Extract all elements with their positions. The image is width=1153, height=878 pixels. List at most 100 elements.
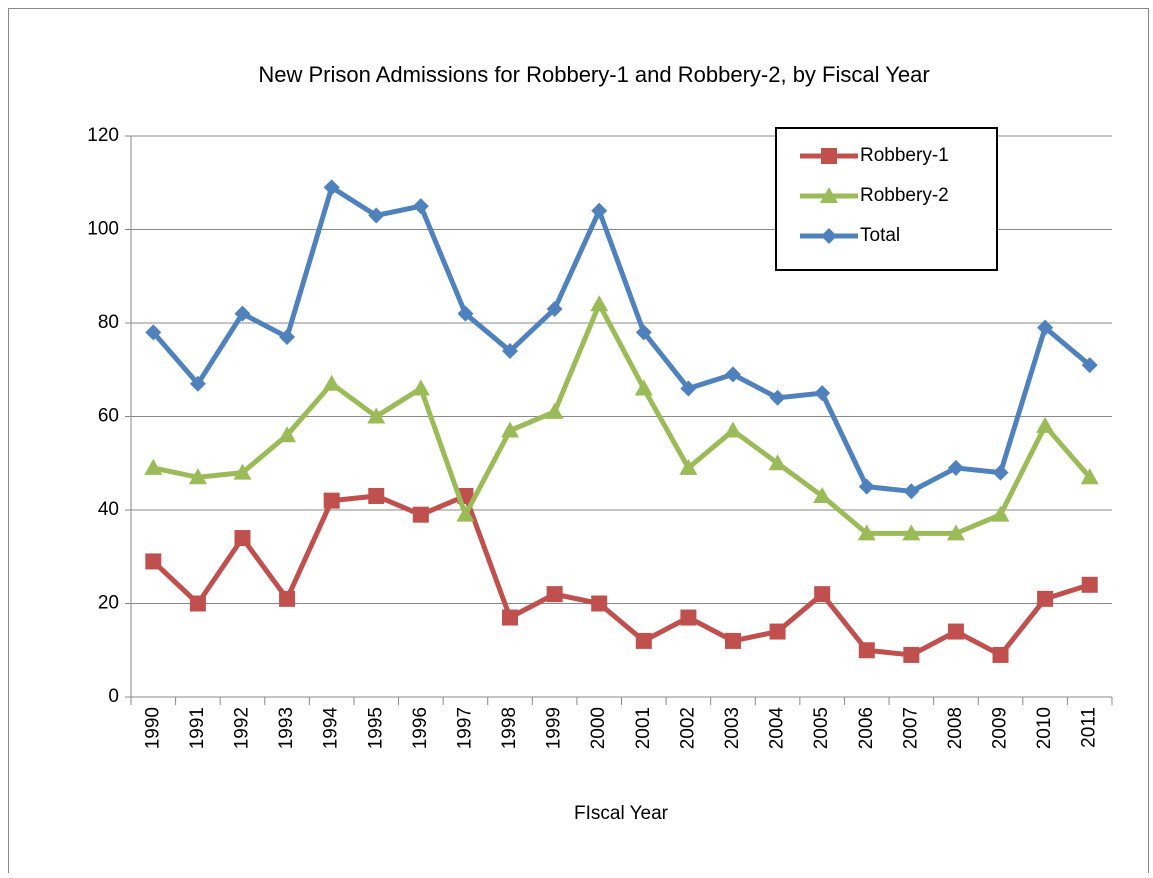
- data-point: [1081, 357, 1098, 374]
- data-point: [234, 530, 251, 547]
- data-point: [724, 632, 741, 649]
- chart-title: New Prison Admissions for Robbery-1 and …: [258, 62, 929, 87]
- data-point: [590, 295, 609, 312]
- data-point: [323, 492, 340, 509]
- data-point: [769, 623, 786, 640]
- data-point: [501, 421, 520, 438]
- legend-label: Total: [860, 225, 900, 246]
- y-tick-label: 100: [87, 219, 119, 240]
- data-point: [769, 389, 786, 406]
- data-point: [1037, 319, 1054, 336]
- data-point: [411, 379, 430, 396]
- data-point: [591, 595, 608, 612]
- x-tick-label: 2000: [588, 707, 609, 749]
- data-point: [903, 646, 920, 663]
- y-tick-label: 20: [98, 593, 119, 614]
- data-point: [1036, 416, 1055, 433]
- data-point: [813, 486, 832, 503]
- data-point: [322, 374, 341, 391]
- legend-marker: [821, 228, 837, 244]
- data-point: [279, 590, 296, 607]
- data-point: [724, 366, 741, 383]
- data-point: [145, 324, 162, 341]
- data-point: [456, 505, 475, 522]
- data-point: [768, 454, 787, 471]
- data-point: [903, 483, 920, 500]
- x-tick-label: 2007: [900, 707, 921, 749]
- x-tick-label: 2001: [633, 707, 654, 749]
- legend-box: [775, 127, 998, 271]
- data-point: [635, 324, 652, 341]
- x-tick-label: 1991: [187, 707, 208, 749]
- x-tick-label: 2002: [677, 707, 698, 749]
- legend-label: Robbery-2: [860, 185, 949, 206]
- legend-label: Robbery-1: [860, 145, 949, 166]
- data-point: [457, 305, 474, 322]
- data-point: [234, 305, 251, 322]
- x-tick-label: 1990: [142, 707, 163, 749]
- x-tick-label: 2011: [1079, 707, 1100, 748]
- x-axis-title: FIscal Year: [574, 803, 669, 824]
- y-tick-label: 120: [87, 125, 119, 146]
- x-tick-label: 2006: [856, 707, 877, 749]
- data-point: [947, 623, 964, 640]
- data-point: [1037, 590, 1054, 607]
- y-tick-label: 60: [98, 406, 119, 427]
- y-tick-label: 40: [98, 499, 119, 520]
- data-point: [368, 487, 385, 504]
- data-point: [189, 595, 206, 612]
- x-tick-label: 2010: [1034, 707, 1055, 749]
- x-tick-label: 2009: [990, 707, 1011, 749]
- series-line: [151, 493, 1091, 658]
- data-point: [546, 586, 563, 603]
- data-point: [858, 642, 875, 659]
- data-point: [634, 379, 653, 396]
- x-tick-label: 1995: [365, 707, 386, 749]
- data-point: [947, 459, 964, 476]
- data-point: [991, 505, 1010, 522]
- data-point: [144, 458, 163, 475]
- data-point: [233, 463, 252, 480]
- data-point: [992, 646, 1009, 663]
- data-point: [323, 179, 340, 196]
- data-point: [412, 506, 429, 523]
- data-point: [145, 553, 162, 570]
- data-point: [992, 464, 1009, 481]
- data-point: [502, 609, 519, 626]
- data-point: [1081, 576, 1098, 593]
- data-point: [545, 402, 564, 419]
- data-point: [412, 198, 429, 215]
- legend: Robbery-1 Robbery-2 Total: [775, 127, 998, 271]
- data-point: [814, 385, 831, 402]
- x-tick-label: 2004: [767, 707, 788, 750]
- data-point: [279, 329, 296, 346]
- series-line: [152, 301, 1092, 536]
- x-tick-label: 2005: [811, 707, 832, 749]
- data-point: [591, 202, 608, 219]
- data-point: [546, 300, 563, 317]
- x-tick-label: 1992: [231, 707, 252, 749]
- series-line: [151, 184, 1092, 494]
- data-point: [367, 407, 386, 424]
- data-point: [857, 524, 876, 541]
- y-tick-label: 0: [108, 686, 119, 707]
- x-tick-label: 1997: [454, 707, 475, 749]
- data-point: [502, 343, 519, 360]
- data-point: [723, 421, 742, 438]
- x-tick-label: 2008: [945, 707, 966, 749]
- x-tick-label: 1994: [321, 707, 342, 750]
- x-tick-label: 1998: [499, 707, 520, 749]
- data-point: [858, 478, 875, 495]
- y-tick-label: 80: [98, 312, 119, 333]
- data-point: [902, 524, 921, 541]
- x-tick-label: 1999: [544, 707, 565, 749]
- data-point: [680, 380, 697, 397]
- data-point: [814, 586, 831, 603]
- data-point: [189, 375, 206, 392]
- legend-marker: [821, 148, 837, 164]
- data-point: [680, 609, 697, 626]
- data-point: [946, 524, 965, 541]
- data-point: [278, 426, 297, 443]
